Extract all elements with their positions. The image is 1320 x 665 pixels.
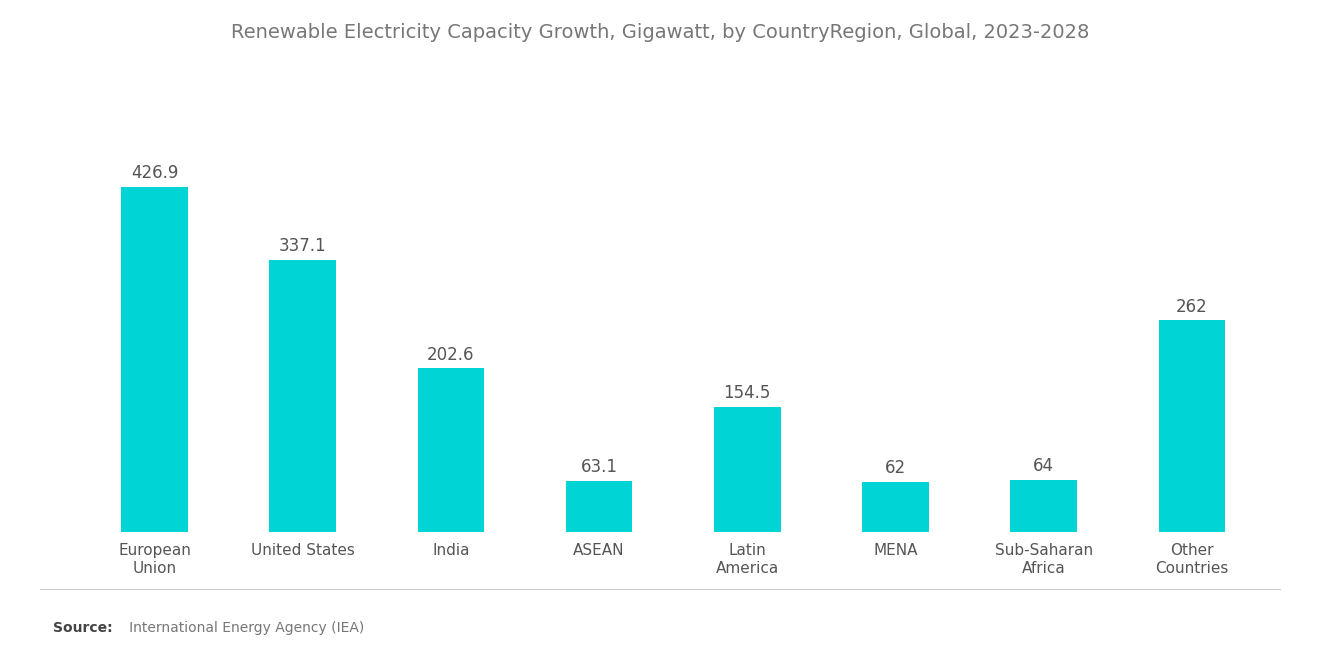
- Text: 337.1: 337.1: [279, 237, 326, 255]
- Text: 64: 64: [1034, 458, 1055, 475]
- Text: Source:: Source:: [53, 621, 112, 636]
- Bar: [417, 368, 484, 532]
- Bar: [1159, 321, 1225, 532]
- Bar: [121, 188, 187, 532]
- Bar: [862, 482, 929, 532]
- Text: International Energy Agency (IEA): International Energy Agency (IEA): [116, 621, 364, 636]
- Bar: [714, 407, 780, 532]
- Text: 426.9: 426.9: [131, 164, 178, 182]
- Text: 154.5: 154.5: [723, 384, 771, 402]
- Text: Renewable Electricity Capacity Growth, Gigawatt, by CountryRegion, Global, 2023-: Renewable Electricity Capacity Growth, G…: [231, 23, 1089, 43]
- Text: 262: 262: [1176, 298, 1208, 316]
- Text: 62: 62: [884, 459, 906, 477]
- Bar: [269, 260, 337, 532]
- Bar: [1010, 480, 1077, 532]
- Text: 202.6: 202.6: [428, 346, 475, 364]
- Bar: [566, 481, 632, 532]
- Text: 63.1: 63.1: [581, 458, 618, 476]
